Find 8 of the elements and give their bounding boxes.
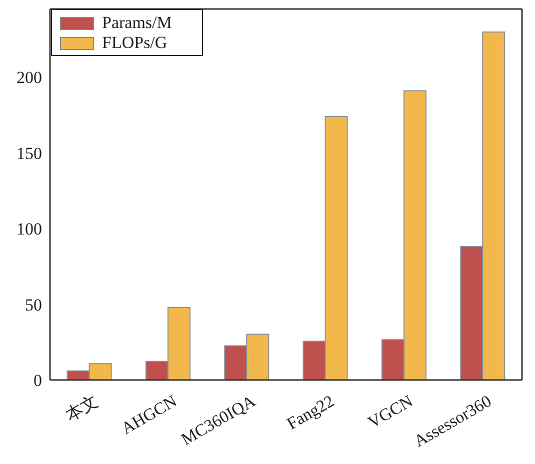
legend-label: Params/M <box>102 13 172 33</box>
y-tick-label: 0 <box>34 371 42 390</box>
y-tick-label: 150 <box>16 144 42 163</box>
x-tick-label: 本文 <box>62 391 102 425</box>
y-tick-label: 200 <box>16 68 42 88</box>
y-tick-label: 100 <box>16 220 42 239</box>
y-tick-label: 50 <box>25 295 42 314</box>
legend-label: FLOPs/G <box>102 33 168 53</box>
